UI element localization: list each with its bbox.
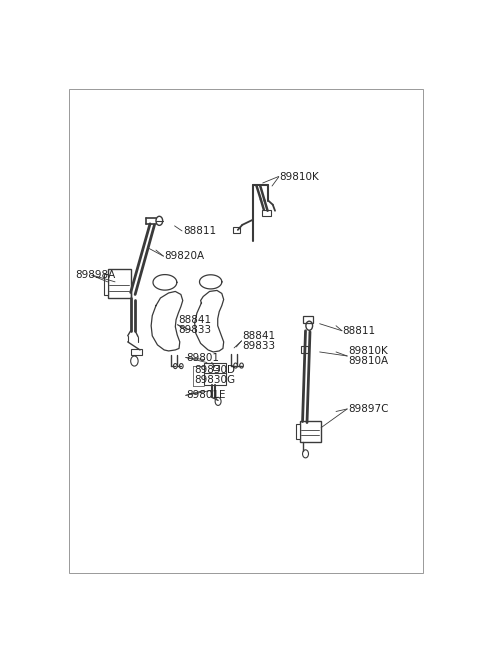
Bar <box>131 349 142 355</box>
Bar <box>213 365 219 369</box>
Text: 89833: 89833 <box>242 341 276 351</box>
Bar <box>108 269 131 299</box>
Text: 89833: 89833 <box>178 325 211 335</box>
Bar <box>300 421 321 441</box>
Bar <box>204 373 226 385</box>
Text: 89897C: 89897C <box>348 404 388 414</box>
Text: 88841: 88841 <box>242 331 276 341</box>
Text: 89810K: 89810K <box>348 346 388 356</box>
Bar <box>301 346 309 354</box>
Text: 89801E: 89801E <box>186 390 226 400</box>
Text: 88841: 88841 <box>178 314 211 325</box>
Text: 89820A: 89820A <box>164 251 204 261</box>
Bar <box>302 316 313 323</box>
Text: 89810A: 89810A <box>348 356 388 366</box>
Bar <box>296 424 300 439</box>
Text: 89830G: 89830G <box>194 375 235 385</box>
Text: 88811: 88811 <box>343 326 376 336</box>
Bar <box>262 210 271 215</box>
Text: 89810K: 89810K <box>279 172 319 182</box>
Bar <box>233 227 240 233</box>
Text: 89898A: 89898A <box>76 271 116 280</box>
Text: 88811: 88811 <box>183 226 216 236</box>
Text: 89830D: 89830D <box>194 365 235 375</box>
Bar <box>204 363 226 373</box>
Bar <box>104 274 108 295</box>
Text: 89801: 89801 <box>186 352 219 362</box>
